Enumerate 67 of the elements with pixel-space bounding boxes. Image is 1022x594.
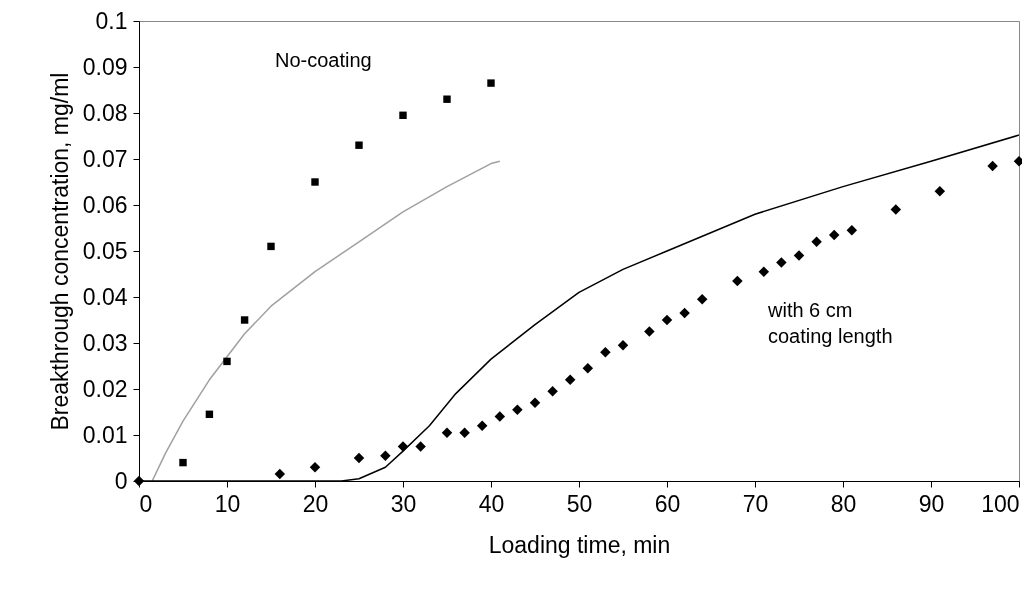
point (679, 307, 690, 319)
point (529, 397, 541, 409)
x-tick-label: 0 (139, 490, 153, 517)
x-tick-label: 20 (302, 490, 329, 517)
point (399, 111, 407, 120)
point (811, 236, 822, 248)
annotation: with 6 cm coating length (767, 299, 893, 347)
point (793, 250, 805, 261)
annotation: No-coating (275, 49, 372, 71)
x-tick-label: 50 (566, 490, 593, 517)
point (846, 225, 858, 236)
point (934, 185, 946, 197)
y-tick-label: 0 (114, 467, 128, 494)
point (644, 326, 655, 337)
x-tick-label: 40 (478, 490, 505, 517)
point (179, 458, 187, 467)
y-axis-title: Breakthrough concentration, mg/ml (46, 72, 73, 431)
x-axis-title: Loading time, min (488, 531, 671, 558)
point (890, 204, 902, 215)
y-tick-label: 0.09 (82, 53, 128, 80)
point (758, 266, 770, 277)
x-tick-label: 80 (830, 490, 857, 517)
point (582, 363, 594, 374)
point (441, 427, 453, 438)
y-tick-label: 0.03 (82, 329, 128, 356)
point (776, 257, 787, 268)
x-tick-label: 90 (918, 490, 945, 517)
point (487, 79, 495, 87)
y-tick-label: 0.02 (82, 375, 128, 402)
point (617, 340, 629, 351)
y-tick-label: 0.1 (95, 7, 128, 34)
point (696, 294, 708, 305)
point (512, 404, 523, 415)
y-tick-label: 0.08 (82, 99, 128, 126)
point (828, 229, 840, 241)
point (987, 160, 998, 172)
point (459, 427, 470, 438)
point (355, 141, 363, 149)
x-tick-label: 60 (654, 490, 681, 517)
point (443, 95, 451, 103)
point (353, 452, 365, 464)
point (564, 374, 576, 386)
x-tick-label: 70 (742, 490, 769, 517)
x-tick-label: 10 (214, 490, 241, 517)
point (415, 441, 426, 452)
point (267, 242, 275, 251)
point (661, 314, 673, 326)
x-tick-label: 100 (981, 490, 1020, 517)
point (476, 420, 488, 432)
point (494, 411, 506, 422)
point (547, 386, 558, 397)
y-tick-label: 0.04 (82, 283, 128, 310)
y-tick-label: 0.05 (82, 237, 128, 264)
point (311, 178, 319, 186)
point (380, 450, 391, 461)
point (223, 357, 231, 366)
y-tick-label: 0.06 (82, 191, 128, 218)
line-series (151, 160, 501, 481)
y-tick-label: 0.01 (82, 421, 128, 448)
point (732, 275, 743, 287)
point (600, 346, 611, 358)
point (397, 441, 409, 452)
point (240, 316, 249, 324)
x-tick-label: 30 (390, 490, 417, 517)
point (309, 461, 321, 473)
y-tick-label: 0.07 (82, 145, 128, 172)
point (274, 468, 286, 480)
